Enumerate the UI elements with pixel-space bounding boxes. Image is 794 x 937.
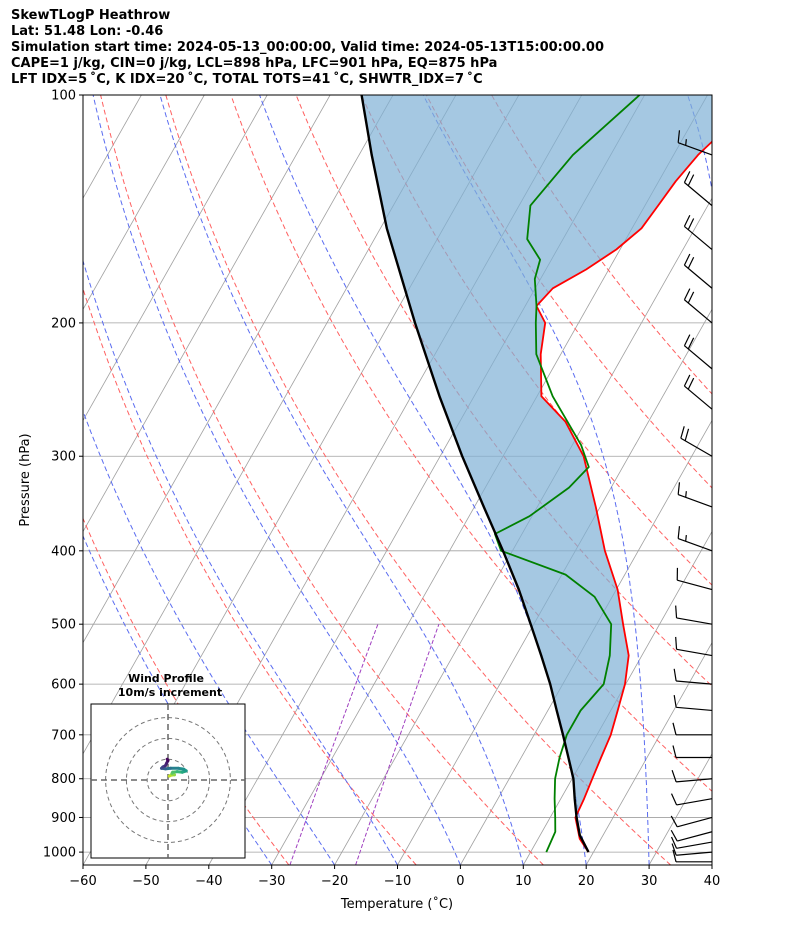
y-axis-title: Pressure (hPa) [18,433,33,526]
hodograph-ring [146,758,190,802]
hodograph-ring [125,737,211,823]
isotherm-line [83,95,331,533]
wind-barb [677,130,713,156]
y-tick-label: 700 [51,728,76,743]
dry-adiabat-line [83,287,417,865]
wind-barb [683,253,713,289]
header-location: Lat: 51.48 Lon: -0.46 [11,24,164,39]
wind-barb [672,849,712,863]
x-tick-label: −50 [132,874,159,889]
wind-barb [671,843,713,856]
moist-adiabat-line [422,95,650,865]
wind-barb [675,605,713,625]
x-tick-label: 10 [515,874,532,889]
isotherm-line [585,641,712,865]
y-tick-label: 1000 [43,846,76,861]
wind-barb [670,829,713,842]
wind-barb [670,836,713,849]
x-tick-label: 30 [641,874,658,889]
dry-adiabat-line [165,95,671,865]
header-indices: LFT IDX=5 ˚C, K IDX=20 ˚C, TOTAL TOTS=41… [11,72,483,87]
y-tick-label: 600 [51,678,76,693]
moist-adiabat-line [159,95,524,865]
x-tick-label: 0 [456,874,464,889]
cape-fill [361,95,712,818]
x-tick-label: −10 [384,874,411,889]
isotherm-line [83,95,268,422]
wind-barb [676,567,713,591]
wind-barb [670,793,713,806]
wind-barb [683,215,713,250]
parcel-line [360,95,590,853]
wind-barb [672,722,712,736]
x-tick-label: −60 [69,874,96,889]
y-tick-label: 300 [51,450,76,465]
wind-barb [673,695,713,712]
wind-barb [675,636,713,657]
dry-adiabat-line [360,95,712,586]
cape-area [361,95,712,818]
wind-barb [670,815,713,828]
wind-barbs [670,130,713,863]
isotherm-line [648,753,712,865]
isotherm-line [460,419,712,865]
wind-barb [677,482,713,508]
x-tick-label: 20 [578,874,595,889]
hodograph: Wind Profile 10m/s increment [90,672,246,859]
wind-barb [673,668,713,685]
moist-adiabat-line [92,95,461,865]
dry-adiabat-line [295,95,712,687]
axes: −60 −50 −40 −30 −20 −10 0 10 20 30 40 100 200 300 400 5… [43,89,720,890]
y-tick-label: 500 [51,618,76,633]
isotherm-line [397,308,712,865]
isotherm-line [0,95,16,865]
x-tick-label: −40 [195,874,222,889]
wind-barb [683,374,713,410]
hodograph-segment [165,757,170,762]
y-tick-label: 100 [51,89,76,104]
dry-adiabat-line [230,95,712,792]
y-tick-label: 800 [51,772,76,787]
x-tick-label: −30 [258,874,285,889]
x-tick-label: −20 [321,874,348,889]
mixing-ratio-line [355,624,440,865]
y-tick-label: 400 [51,544,76,559]
wind-barb [672,745,712,759]
wind-barb [683,288,713,324]
wind-barb [680,426,713,457]
x-tick-label: 40 [704,874,721,889]
hodograph-title: Wind Profile [128,672,204,685]
isotherm-line [0,95,79,865]
x-axis-title: Temperature (˚C) [340,896,453,912]
isotherm-line [83,95,205,311]
isotherm-line [83,95,394,644]
header-times: Simulation start time: 2024-05-13_00:00:… [11,40,604,55]
hodograph-subtitle: 10m/s increment [118,686,222,699]
isotherm-line [711,864,712,865]
wind-barb [683,171,713,207]
temperature-line [535,140,712,853]
y-tick-label: 200 [51,316,76,331]
hodograph-ring [105,717,231,843]
wind-barb [671,769,713,783]
profile-lines [360,95,712,853]
header-title: SkewTLogP Heathrow [11,8,171,23]
header-cape: CAPE=1 j/kg, CIN=0 j/kg, LCL=898 hPa, LF… [11,56,498,71]
wind-barb [683,334,713,370]
mixing-ratio-line [289,624,379,865]
moist-adiabat-line [83,409,336,865]
wind-barb [677,526,713,552]
chart-header: SkewTLogP Heathrow Lat: 51.48 Lon: -0.46… [11,8,604,88]
moist-adiabat-line [83,259,398,865]
moist-adiabat-line [687,95,712,865]
y-tick-label: 900 [51,811,76,826]
